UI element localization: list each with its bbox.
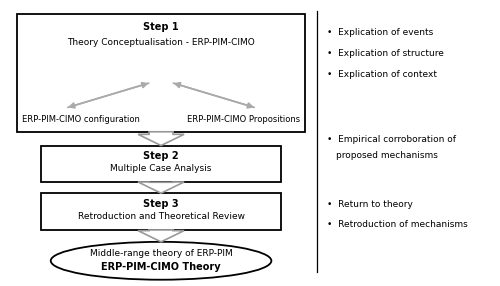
Text: ERP-PIM-CIMO configuration: ERP-PIM-CIMO configuration (22, 115, 140, 124)
Text: •  Return to theory: • Return to theory (326, 200, 412, 209)
FancyBboxPatch shape (41, 146, 281, 182)
FancyBboxPatch shape (17, 14, 305, 132)
Text: Step 2: Step 2 (143, 151, 179, 161)
Polygon shape (138, 230, 184, 242)
Text: Multiple Case Analysis: Multiple Case Analysis (110, 164, 212, 173)
Text: Theory Conceptualisation - ERP-PIM-CIMO: Theory Conceptualisation - ERP-PIM-CIMO (67, 38, 255, 47)
Text: Middle-range theory of ERP-PIM: Middle-range theory of ERP-PIM (90, 249, 233, 258)
Text: ERP-PIM-CIMO Propositions: ERP-PIM-CIMO Propositions (187, 115, 300, 124)
Text: •  Empirical corroboration of: • Empirical corroboration of (326, 135, 456, 144)
Polygon shape (138, 182, 184, 193)
Text: Step 3: Step 3 (143, 199, 179, 209)
Text: •  Explication of context: • Explication of context (326, 70, 436, 79)
Text: •  Retroduction of mechanisms: • Retroduction of mechanisms (326, 220, 468, 229)
Text: proposed mechanisms: proposed mechanisms (336, 151, 438, 160)
Polygon shape (138, 132, 184, 146)
Text: Step 1: Step 1 (143, 22, 179, 32)
Ellipse shape (50, 242, 272, 280)
Text: Retroduction and Theoretical Review: Retroduction and Theoretical Review (78, 212, 244, 221)
Text: •  Explication of structure: • Explication of structure (326, 49, 444, 58)
Text: ERP-PIM-CIMO Theory: ERP-PIM-CIMO Theory (101, 262, 221, 272)
Text: •  Explication of events: • Explication of events (326, 28, 433, 37)
FancyBboxPatch shape (41, 194, 281, 230)
